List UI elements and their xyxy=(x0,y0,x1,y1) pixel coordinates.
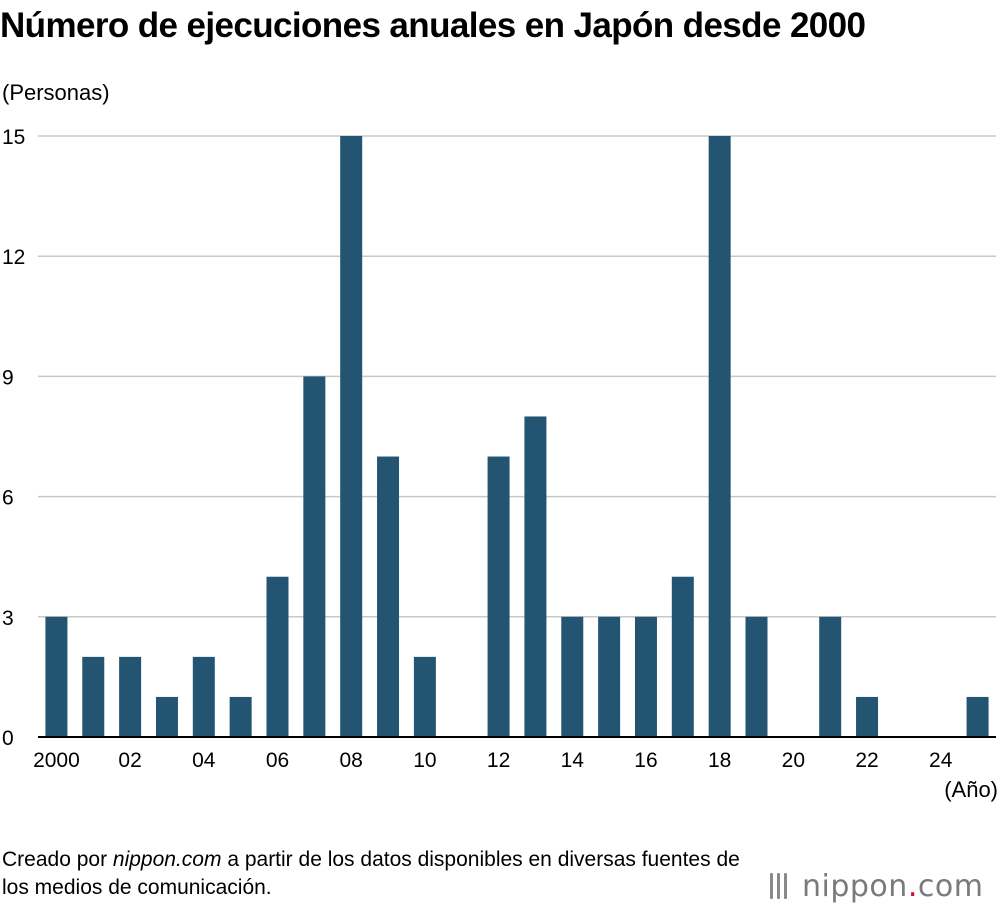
x-tick-label: 16 xyxy=(634,749,657,772)
y-tick-label: 3 xyxy=(2,607,14,630)
bar-2012 xyxy=(487,456,510,737)
x-tick-label: 04 xyxy=(192,749,216,772)
chart-title: Número de ejecuciones anuales en Japón d… xyxy=(0,6,866,45)
bar-chart: 0 3 6 9 12 15 2000 02 04 06 08 10 12 14 16 18 20 22 24 xyxy=(2,126,996,772)
source-note: Creado por nippon.com a partir de los da… xyxy=(2,846,762,902)
bar-2003 xyxy=(155,696,178,737)
bar-2004 xyxy=(192,656,215,737)
x-tick-label: 20 xyxy=(782,749,805,772)
y-axis-unit: (Personas) xyxy=(2,80,110,105)
logo-tld: com xyxy=(917,868,984,904)
x-tick-label: 2000 xyxy=(33,749,80,772)
y-tick-labels: 0 3 6 9 12 15 xyxy=(2,126,25,750)
bar-2019 xyxy=(745,616,768,737)
x-tick-label: 12 xyxy=(487,749,510,772)
bar-2010 xyxy=(413,656,436,737)
x-tick-label: 10 xyxy=(413,749,436,772)
bar-2005 xyxy=(229,696,252,737)
x-tick-label: 08 xyxy=(340,749,363,772)
x-tick-label: 22 xyxy=(855,749,878,772)
logo-dot: . xyxy=(907,868,918,904)
x-tick-label: 24 xyxy=(929,749,953,772)
logo-name: nippon xyxy=(802,868,908,904)
x-tick-label: 06 xyxy=(266,749,289,772)
bar-2002 xyxy=(119,656,142,737)
y-tick-label: 6 xyxy=(2,487,14,510)
bar-2018 xyxy=(708,136,731,737)
bars xyxy=(45,136,989,737)
source-prefix: Creado por xyxy=(2,848,113,871)
source-site: nippon.com xyxy=(112,848,222,871)
bar-2022 xyxy=(856,696,879,737)
gridlines xyxy=(38,135,996,618)
bar-2008 xyxy=(340,136,363,737)
x-tick-label: 18 xyxy=(708,749,731,772)
x-axis-unit: (Año) xyxy=(944,777,998,802)
bar-2021 xyxy=(819,616,842,737)
source-suffix: a partir de los datos disponibles en div… xyxy=(2,848,740,899)
nippon-logo: nippon.com xyxy=(770,866,983,906)
bar-2015 xyxy=(598,616,621,737)
bar-2001 xyxy=(82,656,105,737)
bar-2013 xyxy=(524,416,547,737)
bar-2007 xyxy=(303,376,326,737)
y-tick-label: 9 xyxy=(2,366,14,389)
bar-2006 xyxy=(266,576,289,737)
bar-2017 xyxy=(671,576,694,737)
y-tick-label: 12 xyxy=(2,246,25,269)
x-tick-label: 02 xyxy=(118,749,141,772)
x-tick-label: 14 xyxy=(561,749,585,772)
y-tick-label: 0 xyxy=(2,727,14,750)
bar-2025 xyxy=(966,696,989,737)
y-tick-label: 15 xyxy=(2,126,25,149)
bar-2016 xyxy=(634,616,657,737)
x-tick-labels: 2000 02 04 06 08 10 12 14 16 18 20 22 24 xyxy=(33,749,953,772)
bar-2009 xyxy=(377,456,400,737)
bar-2000 xyxy=(45,616,68,737)
bar-2014 xyxy=(561,616,584,737)
logo-bars-icon xyxy=(770,873,792,899)
